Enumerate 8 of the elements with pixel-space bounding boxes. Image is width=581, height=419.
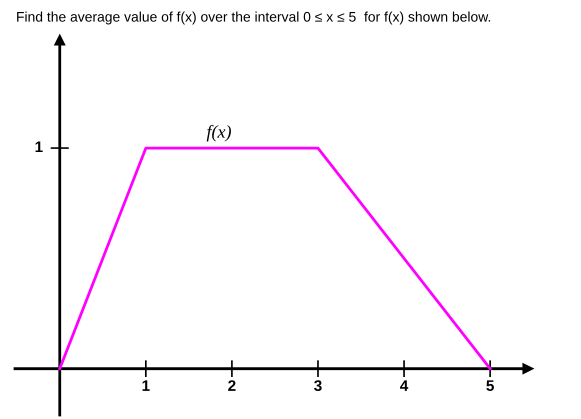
x-tick-label: 4 (400, 380, 408, 391)
chart-title: Find the average value of f(x) over the interval 0 ≤ x ≤ 5 for f(x) shown below. (17, 12, 490, 24)
x-tick-label: 5 (486, 380, 494, 392)
x-tick-label: 1 (142, 380, 150, 391)
x-tick-label: 2 (228, 380, 236, 391)
annotation: 1 (36, 142, 43, 152)
x-tick-label: 3 (314, 380, 322, 392)
series-label: f(x) (206, 124, 231, 142)
